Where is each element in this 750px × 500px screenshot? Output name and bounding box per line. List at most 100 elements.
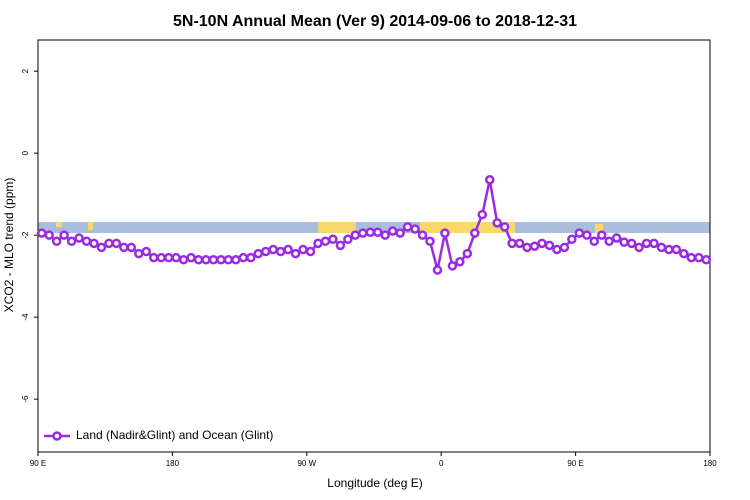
point — [380, 230, 390, 240]
point — [604, 236, 614, 247]
point — [148, 252, 159, 263]
point — [238, 252, 249, 263]
x-tick-label: 180 — [703, 459, 717, 468]
ocean-band — [38, 222, 710, 233]
point — [395, 228, 405, 238]
point — [350, 230, 361, 240]
point — [119, 242, 129, 253]
point — [701, 254, 712, 265]
point — [216, 254, 226, 265]
point — [649, 238, 659, 249]
point — [544, 240, 555, 251]
legend-marker — [52, 431, 62, 441]
point — [522, 242, 532, 253]
land-band — [420, 222, 515, 233]
point — [111, 238, 122, 249]
point — [552, 244, 562, 255]
point — [596, 230, 607, 240]
point — [447, 261, 458, 271]
point — [387, 226, 398, 236]
point — [537, 238, 547, 249]
x-tick-label: 90 W — [297, 459, 316, 468]
plot-frame — [37, 39, 711, 453]
point — [484, 175, 495, 185]
point — [574, 228, 585, 238]
point — [186, 252, 196, 263]
point — [201, 254, 211, 265]
point — [141, 246, 152, 257]
point — [611, 233, 622, 243]
legend-label: Land (Nadir&Glint) and Ocean (Glint) — [76, 428, 273, 442]
point — [51, 236, 62, 247]
point — [664, 244, 674, 255]
point — [372, 227, 383, 238]
point — [328, 234, 338, 244]
point — [253, 248, 264, 259]
point — [634, 242, 644, 253]
point — [455, 257, 465, 267]
land-band — [56, 222, 62, 227]
point — [626, 238, 637, 249]
y-tick-label: 2 — [21, 68, 30, 73]
y-axis-label: XCO2 - MLO trend (ppm) — [2, 178, 16, 313]
point — [492, 218, 502, 228]
point — [694, 252, 704, 263]
point — [134, 248, 144, 259]
point — [126, 242, 137, 253]
point — [171, 252, 181, 263]
x-tick-label: 90 E — [567, 459, 583, 468]
point — [417, 230, 428, 240]
point — [619, 237, 629, 247]
y-tick-label: 0 — [21, 150, 30, 155]
land-band — [595, 224, 603, 233]
point — [44, 230, 54, 240]
point — [499, 222, 510, 232]
point — [178, 254, 189, 265]
x-tick-label: 90 E — [30, 459, 46, 468]
point — [231, 254, 241, 265]
point — [104, 238, 114, 249]
point — [223, 254, 234, 265]
point — [432, 265, 443, 275]
map-strip — [38, 222, 710, 233]
point — [679, 248, 689, 259]
point — [470, 228, 480, 238]
point — [305, 246, 316, 257]
point — [66, 236, 77, 247]
point — [462, 248, 473, 259]
land-band — [88, 222, 93, 230]
point — [163, 252, 174, 263]
point — [320, 236, 331, 247]
point — [335, 240, 346, 251]
chart-title: 5N-10N Annual Mean (Ver 9) 2014-09-06 to… — [173, 13, 577, 30]
point — [290, 248, 301, 259]
point — [402, 222, 413, 232]
point — [686, 252, 697, 263]
point — [298, 244, 308, 255]
point — [313, 238, 323, 249]
point — [656, 242, 667, 253]
point — [529, 241, 540, 251]
point — [283, 244, 293, 255]
point — [582, 230, 592, 240]
x-tick-label: 0 — [439, 459, 444, 468]
point — [268, 244, 278, 255]
land-band — [318, 222, 356, 233]
point — [410, 224, 420, 234]
point — [559, 242, 570, 253]
point — [365, 227, 376, 238]
point — [208, 254, 219, 265]
point — [193, 254, 204, 265]
point — [507, 238, 517, 249]
point — [425, 236, 435, 247]
x-axis-label: Longitude (deg E) — [327, 476, 422, 490]
y-tick-label: -6 — [21, 395, 30, 403]
point — [589, 236, 600, 247]
point — [514, 238, 525, 249]
point — [671, 244, 682, 255]
y-tick-label: -2 — [21, 231, 30, 239]
point — [567, 234, 577, 244]
point — [641, 238, 652, 249]
